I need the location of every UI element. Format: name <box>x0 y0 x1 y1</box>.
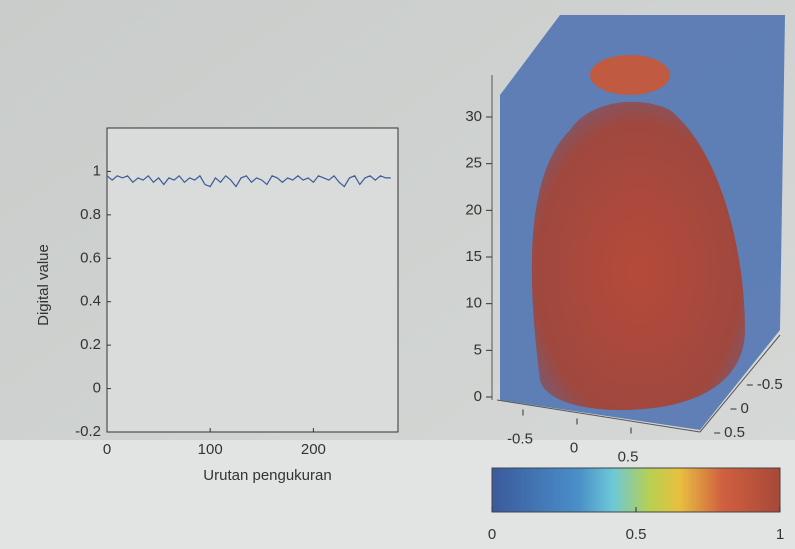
volume-axis <box>496 399 701 433</box>
y-axis-label: Digital value <box>35 244 52 326</box>
colorbar <box>491 467 781 513</box>
z-tick-label: 25 <box>465 155 482 172</box>
volume-chart: 0 5 10 15 20 25 30 -0.5 0 0.5 -0.5 0 0.5 0 0.5 1 <box>465 108 784 543</box>
y-tick-label: 1 <box>93 162 101 179</box>
z-tick-label: 20 <box>465 201 482 218</box>
z-tick-label: 15 <box>465 248 482 265</box>
z-tick-label: 5 <box>474 341 482 358</box>
z-tick-label: 30 <box>465 108 482 125</box>
x-tick-label: -0.5 <box>507 430 533 447</box>
y-tick-label: -0.2 <box>75 423 101 440</box>
volume-top <box>590 55 670 95</box>
y-tick-label: 0.5 <box>724 424 745 441</box>
x-tick-label: 0 <box>570 439 578 456</box>
colorbar-tick-label: 0.5 <box>626 526 647 543</box>
y-tick-label: -0.5 <box>757 376 783 393</box>
colorbar-tick-label: 1 <box>776 526 784 543</box>
x-axis-label: Urutan pengukuran <box>203 467 331 484</box>
data-line <box>106 174 391 188</box>
y-tick-label: 0.4 <box>80 293 101 310</box>
volume-axis <box>699 334 781 433</box>
y-tick-label: 0 <box>741 400 749 417</box>
y-tick-label: 0.6 <box>80 249 101 266</box>
x-tick-label: 0 <box>103 441 111 458</box>
x-tick-label: 200 <box>301 441 326 458</box>
y-tick-label: 0.2 <box>80 336 101 353</box>
y-tick-label: 0 <box>93 380 101 397</box>
z-tick-label: 0 <box>474 388 482 405</box>
x-tick-label: 0.5 <box>618 448 639 465</box>
y-tick-label: 0.8 <box>80 206 101 223</box>
volume-shape <box>531 101 745 410</box>
z-tick-label: 10 <box>465 295 482 312</box>
colorbar-tick-label: 0 <box>488 526 496 543</box>
plot-area <box>106 127 399 433</box>
x-tick-label: 100 <box>198 441 223 458</box>
